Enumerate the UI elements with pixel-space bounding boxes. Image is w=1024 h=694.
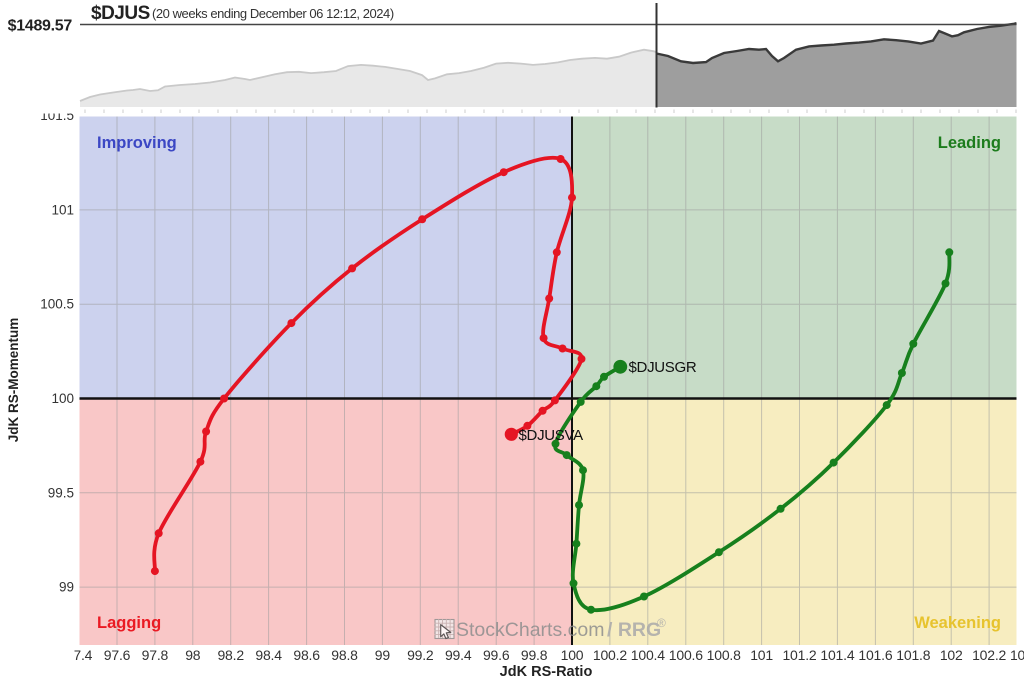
svg-text:98.4: 98.4	[255, 647, 282, 663]
svg-text:(20 weeks ending December 06 1: (20 weeks ending December 06 12:12, 2024…	[152, 6, 394, 21]
svg-text:97.6: 97.6	[104, 647, 131, 663]
svg-text:99.5: 99.5	[48, 485, 74, 500]
svg-text:/ RRG: / RRG	[607, 619, 661, 641]
svg-text:Improving: Improving	[97, 134, 177, 152]
svg-text:101.4: 101.4	[820, 647, 854, 663]
svg-text:®: ®	[657, 616, 666, 630]
svg-text:100: 100	[51, 391, 74, 406]
svg-text:Lagging: Lagging	[97, 614, 161, 632]
svg-text:100.6: 100.6	[669, 647, 703, 663]
svg-text:100: 100	[561, 647, 584, 663]
svg-text:99.6: 99.6	[483, 647, 510, 663]
svg-text:98.8: 98.8	[331, 647, 358, 663]
svg-text:StockCharts.com: StockCharts.com	[456, 619, 604, 641]
svg-text:99.2: 99.2	[407, 647, 434, 663]
svg-text:100.2: 100.2	[593, 647, 627, 663]
svg-text:101.6: 101.6	[858, 647, 892, 663]
svg-text:99.8: 99.8	[521, 647, 548, 663]
svg-text:98.2: 98.2	[217, 647, 244, 663]
svg-text:$DJUSVA: $DJUSVA	[519, 427, 584, 444]
svg-text:97.8: 97.8	[142, 647, 169, 663]
svg-text:100.8: 100.8	[707, 647, 741, 663]
svg-text:99: 99	[375, 647, 391, 663]
svg-text:102: 102	[940, 647, 963, 663]
svg-text:$1489.57: $1489.57	[8, 18, 73, 35]
svg-text:101: 101	[51, 202, 74, 217]
svg-text:101.2: 101.2	[782, 647, 816, 663]
svg-text:JdK RS-Ratio: JdK RS-Ratio	[500, 664, 593, 680]
svg-text:99: 99	[59, 580, 74, 595]
svg-text:$DJUSGR: $DJUSGR	[629, 359, 697, 376]
svg-text:102.4: 102.4	[1010, 647, 1024, 663]
svg-text:Leading: Leading	[938, 134, 1001, 152]
svg-text:Weakening: Weakening	[914, 614, 1001, 632]
svg-text:98: 98	[185, 647, 201, 663]
svg-text:100.4: 100.4	[631, 647, 665, 663]
svg-text:JdK RS-Momentum: JdK RS-Momentum	[6, 318, 21, 443]
svg-text:101: 101	[750, 647, 773, 663]
svg-text:$DJUS: $DJUS	[91, 3, 150, 24]
svg-text:101.8: 101.8	[896, 647, 930, 663]
svg-text:102.2: 102.2	[972, 647, 1006, 663]
svg-text:99.4: 99.4	[445, 647, 472, 663]
svg-text:100.5: 100.5	[40, 297, 74, 312]
svg-text:98.6: 98.6	[293, 647, 320, 663]
